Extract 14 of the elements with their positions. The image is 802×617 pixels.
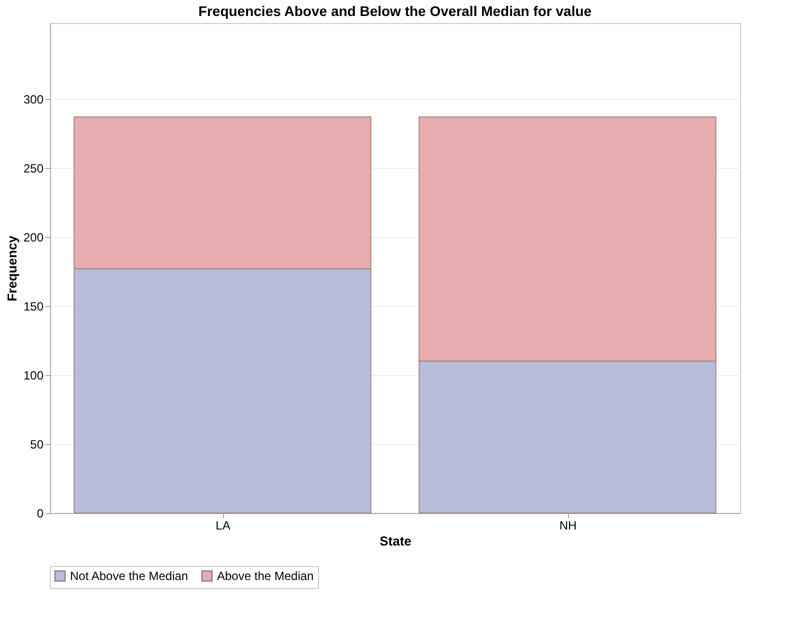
y-axis-title: Frequency <box>4 234 20 302</box>
y-tick-label: 200 <box>23 230 44 244</box>
x-tick-label: LA <box>216 518 230 532</box>
x-axis-title: State <box>380 534 412 548</box>
legend-label: Not Above the Median <box>70 569 188 583</box>
y-tick-label: 300 <box>23 92 44 106</box>
y-tick-label: 100 <box>23 368 44 382</box>
chart-title: Frequencies Above and Below the Overall Median for value <box>198 3 592 19</box>
y-tick-label: 50 <box>30 437 44 452</box>
y-tick-label: 250 <box>23 161 44 176</box>
y-tick-label: 0 <box>36 506 44 520</box>
x-tick-label: NH <box>559 518 577 532</box>
y-tick-label: 150 <box>23 299 44 314</box>
legend-label: Above the Median <box>217 569 314 583</box>
